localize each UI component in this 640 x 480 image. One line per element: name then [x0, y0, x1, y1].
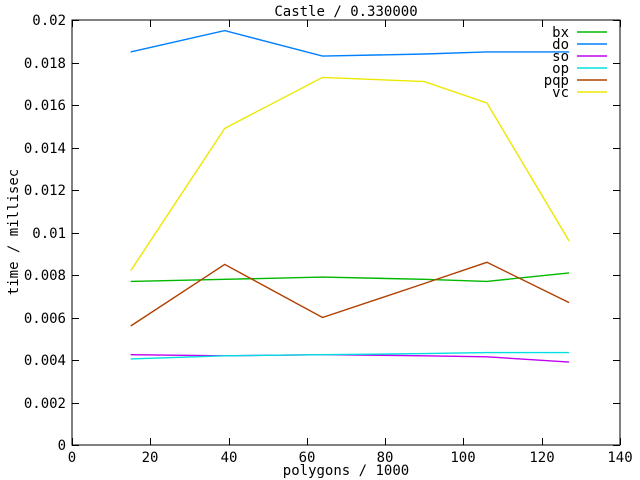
plot-border	[71, 19, 621, 446]
y-tick-label: 0.016	[24, 98, 66, 114]
y-tick-label: 0.014	[24, 141, 66, 157]
x-tick-label: 100	[450, 450, 475, 466]
legend-label-bx: bx	[552, 25, 569, 41]
y-tick-label: 0.004	[24, 353, 66, 369]
y-tick-label: 0	[58, 438, 66, 454]
x-tick-label: 60	[299, 450, 316, 466]
y-tick-label: 0.01	[32, 226, 66, 242]
y-tick-label: 0.008	[24, 268, 66, 284]
x-tick-label: 20	[142, 450, 159, 466]
series-op-line	[130, 351, 570, 360]
series-vc-line	[130, 76, 570, 272]
y-tick-label: 0.012	[24, 183, 66, 199]
legend-label-so: so	[552, 49, 569, 65]
chart-title: Castle / 0.330000	[274, 4, 418, 20]
y-tick-label: 0.002	[24, 396, 66, 412]
y-tick-label: 0.006	[24, 311, 66, 327]
x-tick-label: 120	[529, 450, 554, 466]
y-tick-label: 0.02	[32, 13, 66, 29]
x-tick-label: 0	[68, 450, 76, 466]
legend-label-vc: vc	[552, 85, 569, 101]
x-tick-label: 140	[607, 450, 632, 466]
series-so-line	[130, 353, 570, 363]
series-do-line	[130, 29, 570, 57]
y-tick-label: 0.018	[24, 56, 66, 72]
x-tick-label: 40	[221, 450, 238, 466]
series-bx-line	[130, 272, 570, 283]
legend-label-pqp: pqp	[544, 73, 569, 89]
series-pqp-line	[130, 261, 570, 327]
legend-label-op: op	[552, 61, 569, 77]
y-axis-label: time / millisec	[6, 168, 22, 296]
legend-label-do: do	[552, 37, 569, 53]
x-axis-label: polygons / 1000	[282, 463, 410, 479]
x-tick-label: 80	[377, 450, 394, 466]
